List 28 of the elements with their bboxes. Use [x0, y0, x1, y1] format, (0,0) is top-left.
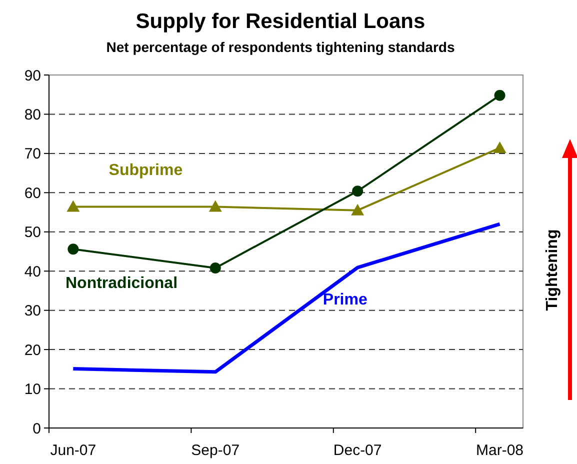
point [66, 200, 80, 212]
series-label: Subprime [108, 162, 183, 179]
text: Tightening [544, 229, 561, 311]
y-tick-label: 20 [24, 342, 41, 359]
point [210, 262, 221, 274]
point [351, 204, 364, 216]
chart-subtitle: Net percentage of respondents tightening standards [106, 39, 455, 55]
x-tick-label: Sep-07 [191, 442, 240, 459]
point [352, 186, 364, 197]
y-tick-label: 60 [24, 184, 41, 202]
y-tick-label: 40 [24, 263, 41, 280]
point [68, 244, 79, 255]
y-tick-label: 70 [24, 146, 41, 163]
point [494, 90, 506, 101]
point [208, 200, 222, 212]
x-tick-label: Mar-08 [476, 442, 524, 459]
y-tick-label: 80 [24, 106, 41, 124]
y-tick-label: 10 [24, 381, 41, 398]
y-tick-label: 90 [24, 67, 41, 84]
series-label: Prime [322, 292, 368, 309]
x-tick-label: Dec-07 [333, 442, 382, 459]
chart-title: Supply for Residential Loans [136, 10, 426, 33]
y-tick-label: 0 [32, 420, 41, 438]
x-tick-label: Jun-07 [50, 442, 96, 459]
series-label: Nontradicional [66, 274, 178, 292]
point [493, 141, 506, 153]
y-tick-label: 50 [24, 224, 41, 242]
y-tick-label: 30 [24, 302, 41, 320]
